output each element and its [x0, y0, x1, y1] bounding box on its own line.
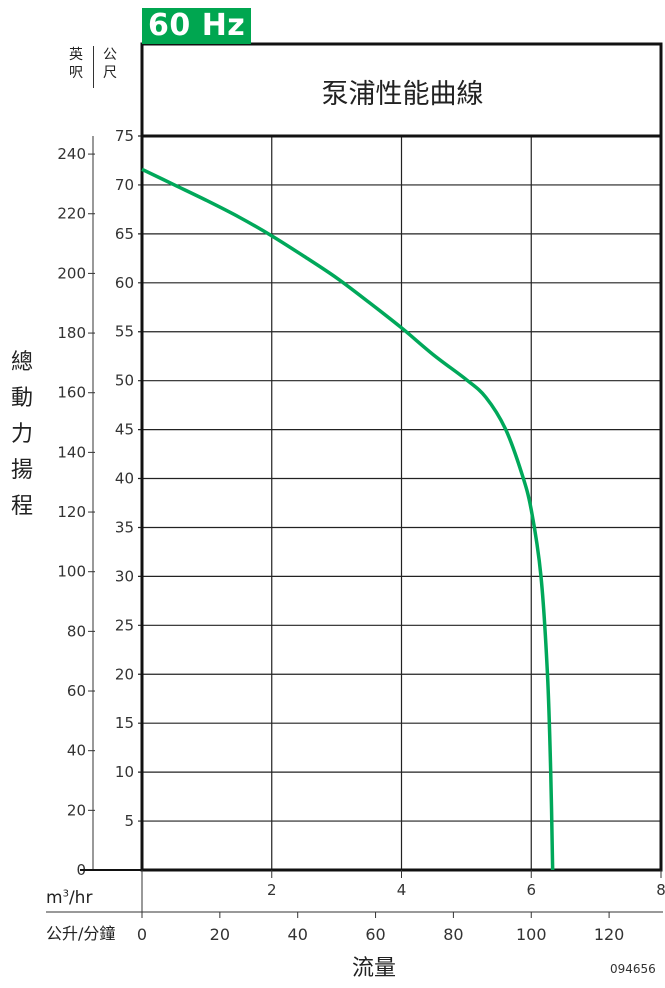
y-tick-label-ft: 140 [57, 443, 86, 461]
y-tick-label-ft: 120 [57, 503, 86, 521]
y-tick-label-m: 40 [115, 470, 134, 488]
y-tick-label-m: 75 [115, 127, 134, 145]
x-tick-label-m3: 6 [526, 881, 536, 899]
x-tick-label-lpm: 120 [594, 925, 625, 944]
x-axis-label: 流量 [351, 956, 396, 981]
y-tick-label-m: 70 [115, 176, 134, 194]
figure-code: 094656 [610, 962, 656, 976]
frequency-badge: 60 Hz [142, 8, 252, 44]
x-tick-label-lpm: 60 [365, 925, 385, 944]
x-unit-lpm: 公升/分鐘 [46, 924, 116, 943]
y-tick-label-ft: 40 [67, 742, 86, 760]
y-tick-label-ft: 180 [57, 324, 86, 342]
y-tick-label-m: 15 [115, 714, 134, 732]
x-tick-label-lpm: 100 [516, 925, 547, 944]
y-tick-label-ft: 100 [57, 563, 86, 581]
y-tick-label-m: 30 [115, 567, 134, 585]
y-tick-label-ft: 220 [57, 205, 86, 223]
y-tick-label-m: 35 [115, 518, 134, 536]
y-tick-label-ft: 200 [57, 264, 86, 282]
pump-curve-line [141, 167, 555, 871]
x-tick-label-m3: 8 [656, 881, 665, 899]
y-unit-feet: 英呎 [69, 47, 83, 81]
y-tick-label-m: 45 [115, 421, 134, 439]
y-tick-label-ft: 160 [57, 384, 86, 402]
y-tick-label-ft: 240 [57, 145, 86, 163]
x-tick-label-lpm: 20 [210, 925, 230, 944]
y-tick-label-m: 60 [115, 274, 134, 292]
y-tick-label-ft: 60 [67, 682, 86, 700]
y-tick-label-m: 20 [115, 665, 134, 683]
y-tick-label-ft: 20 [67, 801, 86, 819]
y-tick-label-m: 55 [115, 323, 134, 341]
unit-divider [93, 46, 94, 88]
chart-title: 泵浦性能曲線 [321, 79, 484, 110]
x-tick-label-lpm: 80 [443, 925, 463, 944]
x-tick-label-m3: 4 [397, 881, 407, 899]
y-tick-label-m: 25 [115, 616, 134, 634]
y-unit-meters: 公尺 [103, 47, 117, 81]
x-tick-label-lpm: 0 [137, 925, 147, 944]
y-tick-label-ft: 80 [67, 622, 86, 640]
x-tick-label-m3: 2 [267, 881, 277, 899]
y-tick-label-m: 5 [124, 812, 134, 830]
y-tick-label-m: 50 [115, 372, 134, 390]
y-tick-label-m: 10 [115, 763, 134, 781]
y-tick-label-m: 65 [115, 225, 134, 243]
y-axis-label: 總動力揚程 [10, 350, 33, 519]
x-tick-label-lpm: 40 [288, 925, 308, 944]
x-unit-m3hr: m3/hr [46, 888, 93, 908]
